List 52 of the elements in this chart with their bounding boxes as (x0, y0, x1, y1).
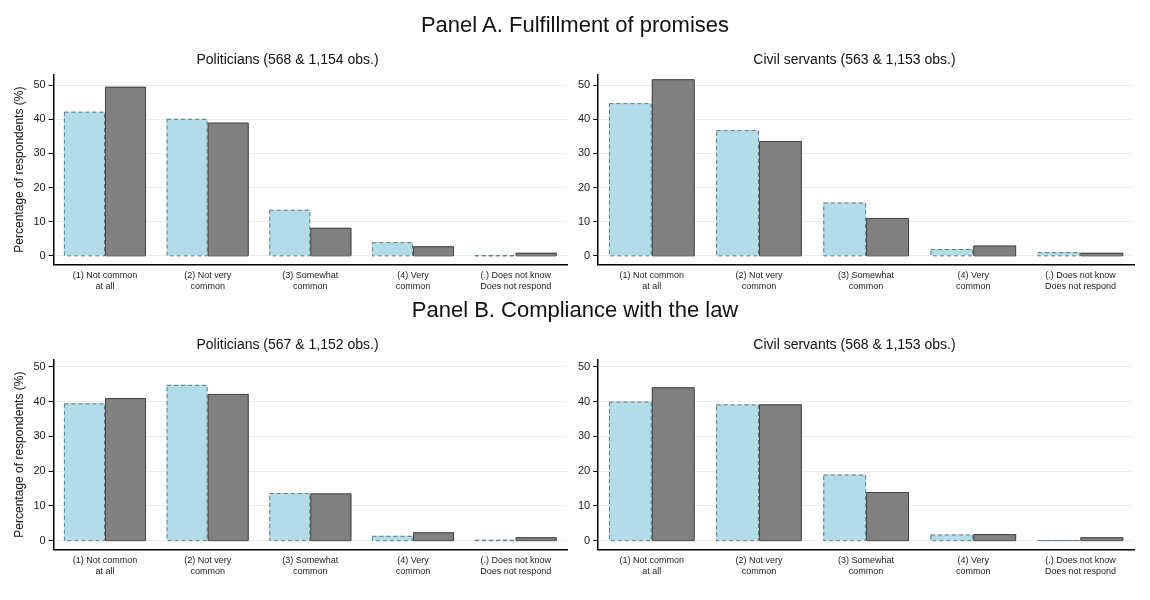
x-tick-label: (3) Somewhat common (282, 555, 339, 577)
text: Panel A. Fulfillment of promises (419, 12, 731, 38)
y-tick-label: 50 (577, 359, 591, 372)
x-tick-label: (.) Does not know Does not respond (480, 555, 552, 577)
x-tick-label: (2) Not very common (184, 270, 232, 292)
x-tick-label: (.) Does not know Does not respond (1044, 270, 1117, 292)
chart-title: Politicians (567 & 1,152 obs.) (196, 336, 379, 353)
x-tick-label: (2) Not very common (735, 270, 783, 292)
x-tick-label: (.) Does not know Does not respond (1044, 555, 1117, 577)
y-tick-label: 30 (33, 146, 46, 159)
y-tick-label: 40 (577, 112, 591, 125)
y-tick-label: 50 (33, 78, 46, 91)
x-tick-label: (3) Somewhat common (838, 555, 895, 577)
y-tick-label: 40 (33, 112, 46, 125)
y-tick-label: 20 (577, 464, 591, 477)
y-tick-label: 10 (577, 214, 591, 227)
x-tick-label: (3) Somewhat common (838, 270, 895, 292)
x-tick-label: (.) Does not know Does not respond (480, 270, 552, 292)
y-tick-label: 30 (33, 429, 46, 442)
x-tick-label: (1) Not common at all (72, 555, 138, 577)
y-tick-label: 20 (577, 180, 591, 193)
chart-title: Civil servants (563 & 1,153 obs.) (753, 51, 956, 68)
x-tick-label: (4) Very common (956, 555, 991, 577)
y-tick-label: 10 (577, 498, 591, 511)
y-tick-label: 0 (584, 533, 591, 546)
y-tick-label: 10 (33, 498, 46, 511)
x-tick-label: (4) Very common (395, 270, 431, 292)
text: Panel B. Compliance with the law (410, 297, 740, 323)
x-tick-label: (4) Very common (956, 270, 991, 292)
x-tick-label: (4) Very common (395, 555, 431, 577)
x-tick-label: (1) Not common at all (72, 270, 138, 292)
chart-title: Politicians (568 & 1,154 obs.) (196, 51, 379, 68)
y-tick-label: 0 (39, 248, 46, 261)
y-tick-label: 20 (33, 180, 46, 193)
y-tick-label: 50 (33, 359, 46, 372)
x-tick-label: (1) Not common at all (619, 555, 685, 577)
y-tick-label: 30 (577, 146, 591, 159)
y-axis-title: Percentage of respondents (%) (11, 86, 26, 253)
y-tick-label: 20 (33, 464, 46, 477)
x-tick-label: (2) Not very common (184, 555, 232, 577)
y-axis-title: Percentage of respondents (%) (11, 371, 26, 538)
x-tick-label: (2) Not very common (735, 555, 783, 577)
y-tick-label: 30 (577, 429, 591, 442)
chart-title: Civil servants (568 & 1,153 obs.) (753, 336, 956, 353)
y-tick-label: 40 (33, 394, 46, 407)
x-tick-label: (3) Somewhat common (282, 270, 339, 292)
y-tick-label: 10 (33, 214, 46, 227)
x-tick-label: (1) Not common at all (619, 270, 685, 292)
y-tick-label: 50 (577, 78, 591, 91)
y-tick-label: 40 (577, 394, 591, 407)
y-tick-label: 0 (39, 533, 46, 546)
y-tick-label: 0 (584, 248, 591, 261)
